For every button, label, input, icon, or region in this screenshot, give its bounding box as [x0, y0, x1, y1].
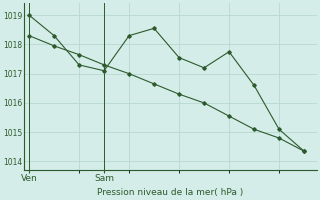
X-axis label: Pression niveau de la mer( hPa ): Pression niveau de la mer( hPa )	[97, 188, 244, 197]
